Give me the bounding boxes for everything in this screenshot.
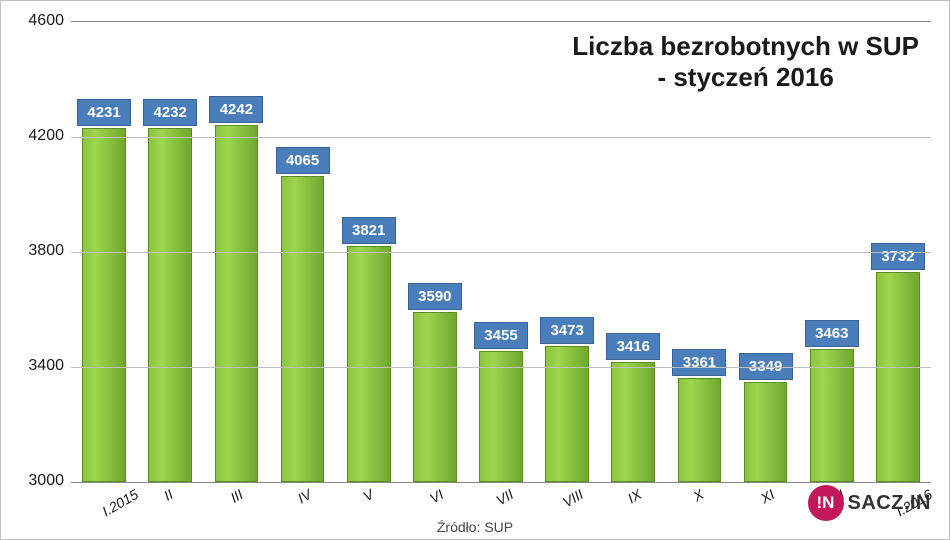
xtick-label: III [228,486,246,506]
chart-title: Liczba bezrobotnych w SUP - styczeń 2016 [572,31,919,93]
logo: !N SACZ.IN [808,485,932,521]
xtick-label: XI [757,486,776,506]
gridline [71,367,931,368]
bar [678,378,722,482]
chart-container: 4231 4232 4242 4065 3821 3590 3455 3473 3416 3361… [0,0,950,540]
value-label: 3473 [540,317,594,344]
bar [611,362,655,482]
xtick-label: IV [294,486,313,506]
source-label: Źródło: SUP [437,519,513,535]
ytick-label: 3400 [9,357,64,375]
bar [148,128,192,482]
value-label: 4232 [143,99,197,126]
value-label: 3463 [805,320,859,347]
bar [413,312,457,482]
value-label: 3455 [474,322,528,349]
xtick-label: I.2015 [99,486,141,519]
xtick-label: IX [625,486,644,506]
bar [215,125,259,482]
ytick-label: 4200 [9,127,64,145]
bar [479,351,523,482]
value-label: 4231 [77,99,131,126]
value-label: 3416 [606,333,660,360]
bar [281,176,325,482]
ytick-label: 3000 [9,472,64,490]
xtick-label: VII [493,486,516,508]
xtick-label: VIII [560,486,586,510]
xtick-label: II [161,486,176,504]
value-label: 3732 [871,243,925,270]
title-line-1: Liczba bezrobotnych w SUP [572,31,919,62]
xtick-label: VI [427,486,446,506]
bar [347,246,391,482]
bar [82,128,126,482]
bar [810,349,854,482]
value-label: 4242 [209,96,263,123]
logo-badge: !N [808,485,844,521]
value-label: 3590 [408,283,462,310]
bar [744,382,788,482]
ytick-label: 4600 [9,12,64,30]
value-label: 3361 [672,349,726,376]
value-label: 3821 [342,217,396,244]
ytick-label: 3800 [9,242,64,260]
bar [876,272,920,482]
xtick-label: V [360,486,376,505]
title-line-2: - styczeń 2016 [572,62,919,93]
logo-text: SACZ.IN [848,492,932,515]
xtick-label: X [691,486,707,505]
gridline [71,137,931,138]
value-label: 4065 [276,147,330,174]
gridline [71,252,931,253]
